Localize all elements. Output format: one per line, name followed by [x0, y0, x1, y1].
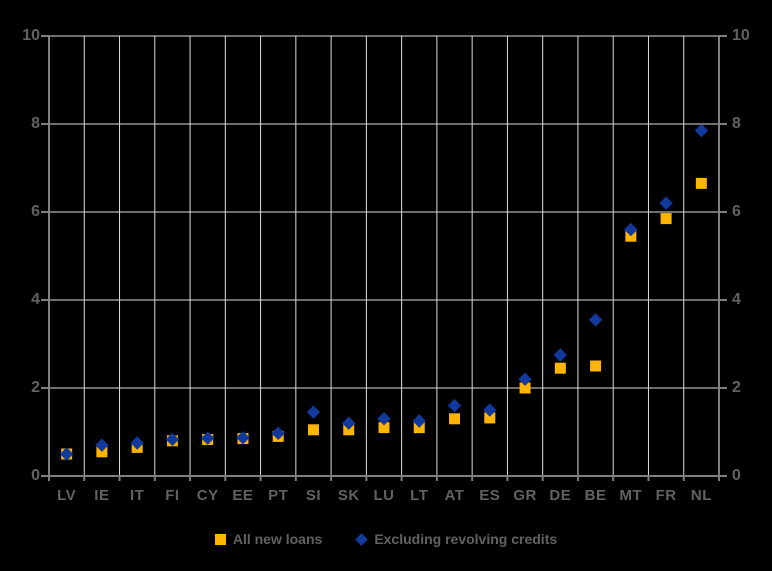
x-axis-category-label-LV: LV: [57, 487, 77, 504]
x-axis-category-label-IT: IT: [129, 487, 145, 504]
x-axis-category-label-LU: LU: [373, 487, 395, 504]
x-axis-category-label-FR: FR: [655, 487, 677, 504]
x-axis-category-label-EE: EE: [232, 487, 254, 504]
legend-diamond-swatch-icon: [355, 532, 369, 546]
data-point-square-GR: [519, 382, 531, 394]
data-point-diamond-FI: [165, 432, 180, 447]
data-point-diamond-MT: [624, 222, 638, 237]
data-point-square-FR: [660, 213, 672, 225]
data-point-diamond-IE: [95, 438, 109, 452]
data-point-square-ES: [484, 412, 496, 424]
x-axis-category-label-LT: LT: [410, 487, 429, 504]
y-axis-tick-label-right: 4: [732, 291, 741, 308]
y-axis-tick-label-right: 2: [732, 379, 741, 396]
y-axis-tick-label-left: 2: [31, 379, 40, 396]
x-axis-category-label-PT: PT: [268, 487, 289, 504]
data-point-diamond-SK: [342, 416, 356, 430]
data-point-diamond-PT: [271, 426, 285, 441]
y-axis-tick-label-left: 10: [22, 27, 40, 44]
y-axis-tick-label-right: 8: [732, 115, 741, 132]
x-axis-category-label-GR: GR: [513, 487, 537, 504]
legend-item: Excluding revolving credits: [355, 531, 558, 547]
chart-legend: All new loans Excluding revolving credits: [0, 528, 772, 550]
y-axis-tick-label-left: 6: [31, 203, 40, 220]
y-axis-tick-label-left: 0: [31, 467, 40, 484]
data-point-diamond-NL: [694, 123, 709, 138]
data-point-diamond-LT: [412, 414, 426, 428]
x-axis-category-label-BE: BE: [584, 487, 607, 504]
y-axis-tick-label-right: 6: [732, 203, 741, 220]
data-point-diamond-ES: [483, 403, 497, 417]
data-point-diamond-AT: [447, 398, 462, 413]
x-axis-category-label-SK: SK: [337, 487, 360, 504]
y-axis-tick-label-left: 4: [31, 291, 40, 308]
data-point-diamond-SI: [306, 405, 321, 419]
legend-item: All new loans: [214, 531, 323, 547]
data-point-square-AT: [449, 413, 461, 425]
y-axis-tick-label-right: 0: [732, 467, 741, 484]
data-point-square-SI: [307, 424, 319, 436]
data-point-square-LU: [378, 422, 390, 434]
data-point-diamond-LV: [59, 447, 74, 461]
data-point-diamond-DE: [553, 348, 568, 362]
y-axis-tick-label-right: 10: [732, 27, 750, 44]
x-axis-category-label-IE: IE: [94, 487, 110, 504]
x-axis-category-label-AT: AT: [444, 487, 465, 504]
legend-label: Excluding revolving credits: [374, 531, 558, 547]
legend-square-swatch-icon: [214, 533, 226, 545]
data-point-diamond-BE: [588, 313, 603, 327]
x-axis-category-label-CY: CY: [196, 487, 219, 504]
x-axis-category-label-SI: SI: [305, 487, 322, 504]
x-axis-category-label-DE: DE: [549, 487, 572, 504]
data-point-diamond-IT: [130, 436, 144, 450]
data-point-diamond-EE: [236, 431, 250, 445]
data-point-square-NL: [695, 177, 707, 189]
data-point-square-BE: [590, 360, 602, 372]
x-axis-category-label-MT: MT: [619, 487, 643, 504]
x-axis-category-label-ES: ES: [479, 487, 501, 504]
data-point-square-DE: [554, 362, 566, 374]
x-axis-category-label-FI: FI: [165, 487, 180, 504]
legend-label: All new loans: [232, 531, 323, 547]
y-axis-tick-label-left: 8: [31, 115, 40, 132]
data-point-diamond-GR: [518, 372, 532, 386]
x-axis-category-label-NL: NL: [690, 487, 712, 504]
data-point-diamond-FR: [659, 196, 673, 210]
data-point-diamond-CY: [200, 431, 215, 445]
data-point-diamond-LU: [377, 412, 391, 426]
